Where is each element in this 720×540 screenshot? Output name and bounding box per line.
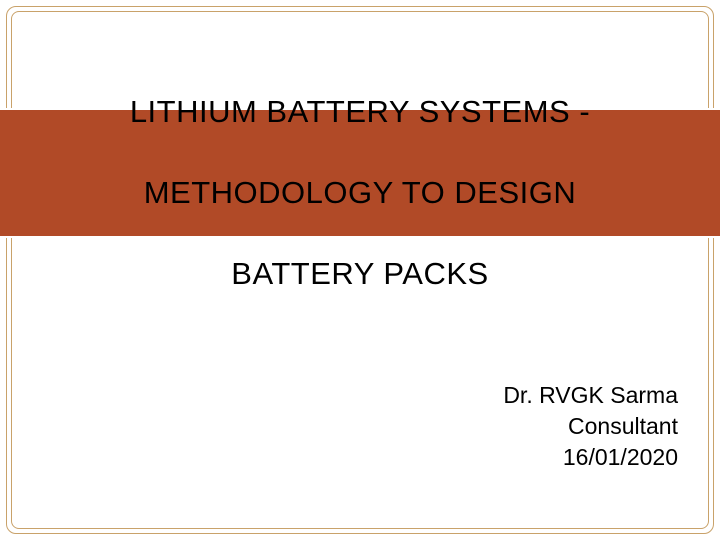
- slide-date: 16/01/2020: [503, 442, 678, 473]
- title-line-3: BATTERY PACKS: [231, 256, 488, 291]
- title-line-1: LITHIUM BATTERY SYSTEMS -: [130, 94, 590, 129]
- slide: LITHIUM BATTERY SYSTEMS - METHODOLOGY TO…: [0, 0, 720, 540]
- author-block: Dr. RVGK Sarma Consultant 16/01/2020: [503, 380, 678, 473]
- slide-title: LITHIUM BATTERY SYSTEMS - METHODOLOGY TO…: [130, 52, 590, 294]
- author-name: Dr. RVGK Sarma: [503, 380, 678, 411]
- title-band: LITHIUM BATTERY SYSTEMS - METHODOLOGY TO…: [0, 108, 720, 238]
- author-role: Consultant: [503, 411, 678, 442]
- title-line-2: METHODOLOGY TO DESIGN: [144, 175, 577, 210]
